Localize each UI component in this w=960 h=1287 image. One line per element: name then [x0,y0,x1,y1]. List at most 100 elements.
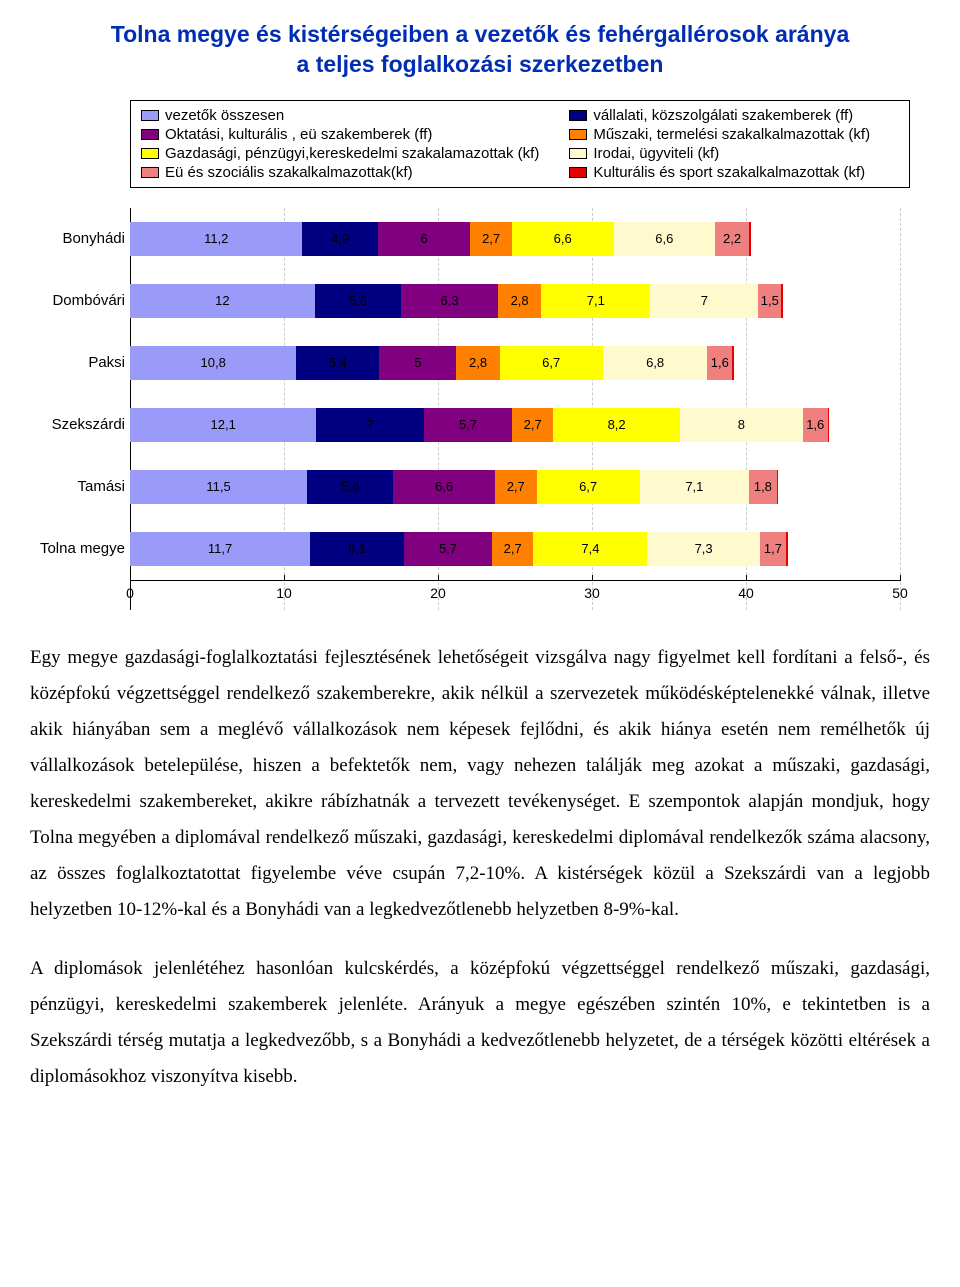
legend-swatch [141,110,159,121]
bar-segment: 7 [650,284,758,318]
legend-swatch [141,167,159,178]
axis-tick-label: 10 [276,585,292,601]
paragraph-1: Egy megye gazdasági-foglalkoztatási fejl… [30,640,930,929]
bar-segment: 6,6 [393,470,495,504]
bar-segment: 2,8 [498,284,541,318]
axis-tick-label: 40 [738,585,754,601]
bar-category-label: Paksi [30,354,125,371]
bar-row: Tamási11,55,66,62,76,77,11,8 [130,456,900,518]
bar-segment [781,284,783,318]
gridline [900,208,901,610]
axis-tick [900,575,901,581]
chart-title-line1: Tolna megye és kistérségeiben a vezetők … [111,21,849,47]
chart-container: vezetők összesen vállalati, közszolgálati… [30,100,930,610]
legend-item: vállalati, közszolgálati szakemberek (ff… [569,107,899,124]
legend-label: Eü és szociális szakalkalmazottak(kf) [165,164,413,181]
axis-tick-label: 50 [892,585,908,601]
bar-row: Dombóvári125,66,32,87,171,5 [130,270,900,332]
legend-label: Irodai, ügyviteli (kf) [593,145,719,162]
bar-segment: 5,6 [307,470,393,504]
legend-swatch [141,148,159,159]
bar-category-label: Dombóvári [30,292,125,309]
paragraph-2: A diplomások jelenlétéhez hasonlóan kulc… [30,951,930,1095]
bar-segment: 6,3 [401,284,498,318]
bar-segment: 4,9 [302,222,377,256]
bar-segment: 2,7 [495,470,537,504]
axis-tick [284,575,285,581]
bar-segment: 1,7 [760,532,786,566]
legend-swatch [141,129,159,140]
bar-segment: 1,6 [803,408,828,442]
bar-segment: 11,7 [130,532,310,566]
bar-segment: 7 [316,408,424,442]
axis-tick [592,575,593,581]
legend-item: Kulturális és sport szakalkalmazottak (k… [569,164,899,181]
bar-segment: 1,5 [758,284,781,318]
bar-row: Bonyhádi11,24,962,76,66,62,2 [130,208,900,270]
legend-label: vállalati, közszolgálati szakemberek (ff… [593,107,853,124]
bar-segment: 5 [379,346,456,380]
bar-segment: 6,1 [310,532,404,566]
bar-segment: 5,6 [315,284,401,318]
legend-item: Irodai, ügyviteli (kf) [569,145,899,162]
legend-item: Műszaki, termelési szakalkalmazottak (kf… [569,126,899,143]
bar-segment: 1,6 [707,346,732,380]
axis-tick-label: 30 [584,585,600,601]
bar-segment: 2,7 [512,408,554,442]
bar-category-label: Bonyhádi [30,230,125,247]
bar-segment: 6,6 [512,222,614,256]
bar-segment [828,408,830,442]
bar-segment [786,532,788,566]
bar-segment: 5,4 [296,346,379,380]
bar-segment: 6 [378,222,470,256]
bar-segment: 11,2 [130,222,302,256]
bar-row: Tolna megye11,76,15,72,77,47,31,7 [130,518,900,580]
legend-label: Oktatási, kulturális , eü szakemberek (f… [165,126,432,143]
bar-segment: 2,8 [456,346,499,380]
bar-segment: 2,2 [715,222,749,256]
bar-category-label: Szekszárdi [30,416,125,433]
bar-category-label: Tamási [30,478,125,495]
bar-row: Paksi10,85,452,86,76,81,6 [130,332,900,394]
bar-segment: 12 [130,284,315,318]
chart-legend: vezetők összesen vállalati, közszolgálati… [130,100,910,188]
axis-tick [746,575,747,581]
bar-segment: 5,7 [424,408,512,442]
legend-label: Gazdasági, pénzügyi,kereskedelmi szakala… [165,145,539,162]
bar-segment: 8,2 [553,408,679,442]
bar-segment: 2,7 [492,532,534,566]
bar-row: Szekszárdi12,175,72,78,281,6 [130,394,900,456]
bar-segment: 6,7 [537,470,640,504]
legend-swatch [569,129,587,140]
bar-segment: 6,8 [603,346,708,380]
bar-segment: 6,6 [614,222,716,256]
legend-swatch [569,148,587,159]
legend-swatch [569,167,587,178]
axis-tick-label: 0 [126,585,134,601]
bar-segment: 6,7 [500,346,603,380]
legend-label: vezetők összesen [165,107,284,124]
bar-track: 12,175,72,78,281,6 [130,408,900,442]
legend-item: Oktatási, kulturális , eü szakemberek (f… [141,126,539,143]
bar-segment: 5,7 [404,532,492,566]
bar-track: 125,66,32,87,171,5 [130,284,900,318]
bar-segment: 7,1 [541,284,650,318]
legend-label: Kulturális és sport szakalkalmazottak (k… [593,164,865,181]
bar-segment: 2,7 [470,222,512,256]
bar-track: 11,76,15,72,77,47,31,7 [130,532,900,566]
bar-segment: 7,4 [533,532,647,566]
bar-segment [732,346,734,380]
chart-title: Tolna megye és kistérségeiben a vezetők … [30,20,930,80]
axis-tick-label: 20 [430,585,446,601]
axis-tick [130,575,131,581]
bar-segment [749,222,751,256]
bar-track: 11,55,66,62,76,77,11,8 [130,470,900,504]
bar-track: 11,24,962,76,66,62,2 [130,222,900,256]
bar-segment: 8 [680,408,803,442]
legend-label: Műszaki, termelési szakalkalmazottak (kf… [593,126,870,143]
bar-category-label: Tolna megye [30,540,125,557]
legend-item: vezetők összesen [141,107,539,124]
bar-segment: 7,3 [647,532,759,566]
bar-segment: 11,5 [130,470,307,504]
chart-plot-area: Bonyhádi11,24,962,76,66,62,2Dombóvári125… [130,208,900,610]
